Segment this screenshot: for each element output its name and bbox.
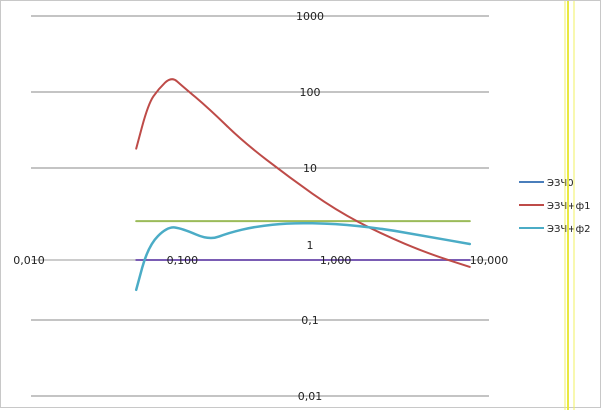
- x-tick-label: 0,010: [13, 254, 45, 267]
- y-tick-label: 1000: [296, 10, 324, 23]
- scroll-guides: [564, 1, 575, 410]
- y-tick-label: 100: [300, 86, 321, 99]
- series-line-ЭЗЧ+ф1: [135, 78, 471, 268]
- y-tick-label: 0,01: [298, 390, 323, 403]
- y-tick-label: 1: [307, 239, 314, 252]
- legend: ЭЗЧ0ЭЗЧ+ф1ЭЗЧ+ф2: [519, 178, 591, 235]
- legend-label: ЭЗЧ0: [547, 178, 574, 189]
- gridlines: [31, 15, 489, 397]
- y-tick-label: 0,1: [301, 314, 319, 327]
- series-line-ЭЗЧ+ф2: [134, 221, 472, 292]
- series-layer: [134, 78, 472, 292]
- x-tick-label: 10,000: [470, 254, 509, 267]
- x-tick-label: 0,100: [167, 254, 199, 267]
- tick-labels: 1000 100 10 1 0,1 0,01 0,010 0,100 1,000 10,000: [13, 10, 508, 403]
- x-tick-label: 1,000: [320, 254, 352, 267]
- y-tick-label: 10: [303, 162, 317, 175]
